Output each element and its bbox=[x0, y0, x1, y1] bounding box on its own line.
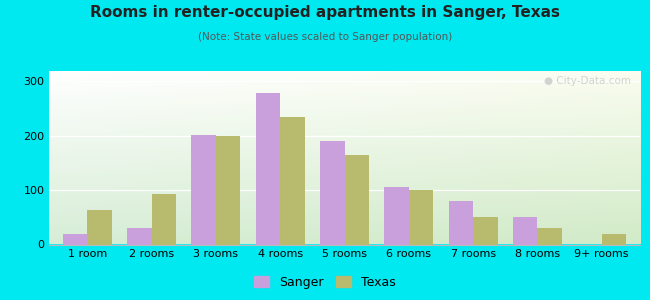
Bar bbox=[473, 217, 497, 244]
Bar bbox=[63, 234, 87, 244]
Bar bbox=[192, 135, 216, 244]
Text: Rooms in renter-occupied apartments in Sanger, Texas: Rooms in renter-occupied apartments in S… bbox=[90, 4, 560, 20]
Bar bbox=[256, 93, 280, 244]
Bar bbox=[538, 228, 562, 244]
Bar bbox=[384, 188, 409, 244]
Bar bbox=[344, 155, 369, 244]
Bar bbox=[320, 141, 345, 244]
Text: (Note: State values scaled to Sanger population): (Note: State values scaled to Sanger pop… bbox=[198, 32, 452, 41]
Bar bbox=[127, 228, 151, 244]
Bar bbox=[602, 234, 626, 244]
Bar bbox=[448, 201, 473, 244]
Bar bbox=[216, 136, 240, 244]
Legend: Sanger, Texas: Sanger, Texas bbox=[249, 271, 401, 294]
Bar bbox=[409, 190, 433, 244]
Bar bbox=[280, 117, 305, 244]
Bar bbox=[151, 194, 176, 244]
Text: ● City-Data.com: ● City-Data.com bbox=[545, 76, 631, 86]
Bar bbox=[87, 210, 112, 244]
Bar bbox=[513, 217, 538, 244]
